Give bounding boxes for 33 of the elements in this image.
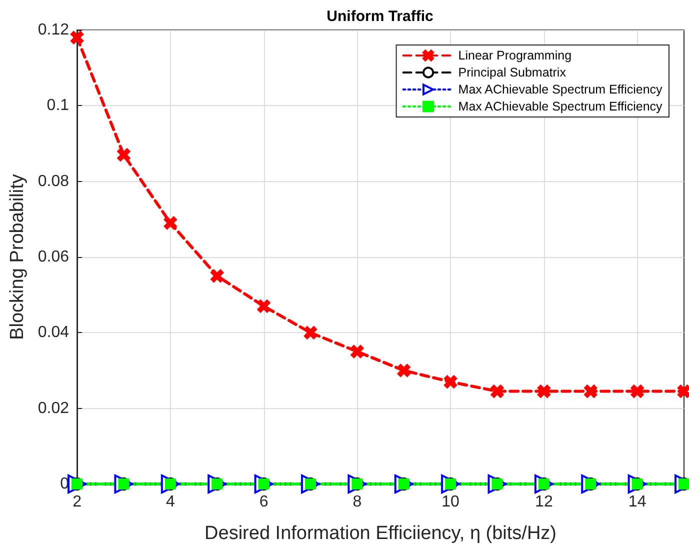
- x-axis-title: Desired Information Efficiiency, η (bits/Hz): [204, 523, 557, 544]
- chart-title: Uniform Traffic: [326, 8, 434, 25]
- point: [350, 345, 364, 358]
- y-tick-label: 0.06: [38, 248, 70, 266]
- point: [164, 216, 177, 230]
- point: [257, 300, 270, 313]
- y-tick-label: 0.08: [38, 172, 70, 190]
- x-tick-label: 10: [442, 494, 460, 510]
- x-tick-label: 2: [72, 494, 82, 510]
- y-tick-label: 0.1: [46, 97, 70, 114]
- point: [210, 269, 224, 282]
- x-tick-label: 14: [628, 494, 646, 510]
- x-tick-label: 6: [259, 494, 268, 510]
- point: [537, 384, 550, 398]
- point: [70, 31, 84, 44]
- y-tick-label: 0.04: [38, 324, 70, 342]
- legend-label: Principal Submatrix: [458, 66, 567, 80]
- point: [490, 384, 504, 398]
- legend-label: Linear Programming: [458, 48, 572, 62]
- x-tick-label: 12: [535, 494, 553, 510]
- point: [304, 326, 317, 340]
- y-axis-title: Blocking Probability: [7, 174, 28, 340]
- x-tick-label: 4: [166, 494, 175, 510]
- point: [584, 384, 598, 398]
- legend-label: Max AChievable Spectrum Efficiency: [458, 100, 664, 114]
- point: [397, 364, 410, 377]
- point: [117, 148, 130, 162]
- y-tick-label: 0.12: [38, 22, 70, 38]
- x-tick-label: 8: [352, 494, 362, 510]
- legend-label: Max AChievable Spectrum Efficiency: [458, 82, 664, 96]
- y-tick-label: 0.02: [38, 400, 70, 417]
- point: [444, 375, 458, 388]
- point: [630, 384, 644, 398]
